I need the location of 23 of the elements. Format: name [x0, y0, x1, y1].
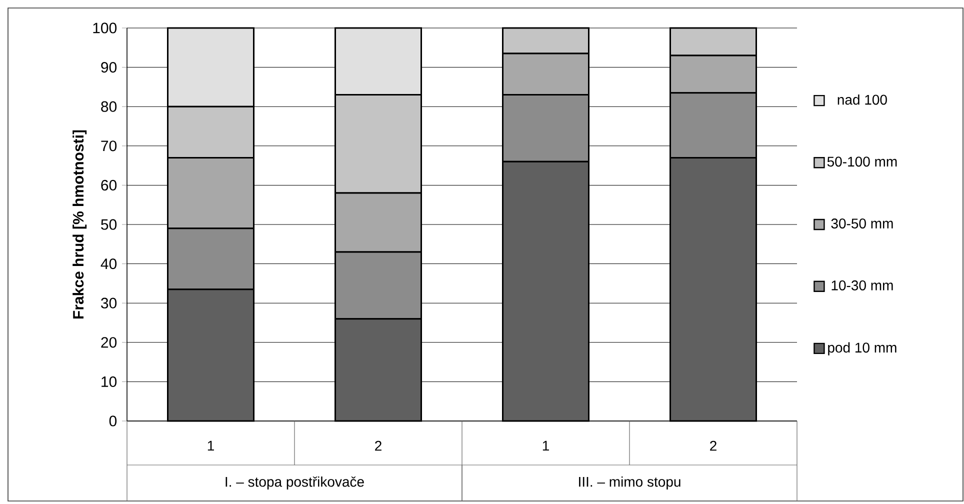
text: I. – stopa postřikovače	[226, 476, 364, 490]
legend-label: pod 10 mm	[828, 342, 896, 356]
legend-label: 10-30 mm	[832, 280, 893, 290]
y-tick-label: 100	[93, 22, 117, 34]
y-tick-label: 20	[101, 337, 117, 348]
y-tick-label: 0	[109, 416, 117, 426]
y-tick-label: 30	[101, 298, 117, 308]
legend-label: 50-100 mm	[827, 156, 897, 167]
x-tick-label: 1	[542, 440, 549, 450]
y-axis-title: Frakce hrud [% hmotnosti]	[72, 130, 87, 318]
legend-label: 30-50 mm	[831, 218, 893, 228]
legend-label: nad 100	[838, 94, 887, 105]
text: III. – mimo stopu	[579, 476, 680, 490]
y-tick-label: 40	[100, 258, 117, 270]
y-tick-label: 80	[101, 101, 117, 112]
y-tick-label: 50	[101, 219, 117, 230]
x-tick-label: 2	[710, 440, 716, 451]
y-tick-label: 70	[101, 140, 117, 152]
x-tick-label: 2	[375, 440, 382, 451]
y-tick-label: 90	[101, 62, 117, 73]
x-tick-label: 1	[208, 440, 214, 450]
y-tick-label: 60	[101, 180, 117, 191]
y-tick-label: 10	[102, 376, 117, 388]
